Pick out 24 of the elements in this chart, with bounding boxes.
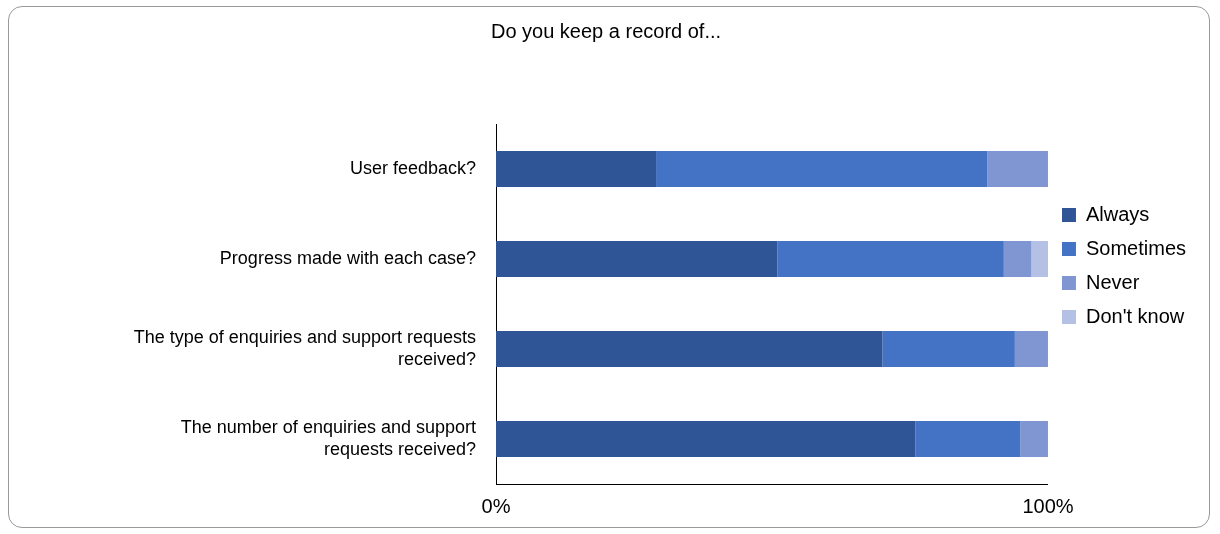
x-tick-label: 100% <box>1022 494 1074 517</box>
chart-title: Do you keep a record of... <box>490 19 722 42</box>
bar <box>496 331 883 367</box>
bar <box>1014 331 1048 367</box>
bar <box>1020 421 1048 457</box>
bar <box>1031 241 1048 277</box>
bar <box>1003 241 1032 277</box>
y-tick-label: The type of enquiries and support requests received? <box>133 327 476 369</box>
bar <box>987 151 1048 187</box>
y-tick-label: Progress made with each case? <box>219 247 476 268</box>
y-tick-label: The number of enquiries and support requests received? <box>180 417 476 459</box>
legend-label: Sometimes <box>1085 236 1186 259</box>
bar <box>496 421 916 457</box>
bar <box>777 241 1004 277</box>
legend-label: Always <box>1085 202 1150 225</box>
bar <box>496 151 657 187</box>
bar <box>882 331 1015 367</box>
bar <box>915 421 1021 457</box>
y-tick-label: User feedback? <box>349 157 476 178</box>
x-tick-label: 0% <box>481 494 511 517</box>
bar <box>656 151 988 187</box>
bar <box>496 241 778 277</box>
legend-label: Don't know <box>1085 304 1185 327</box>
legend-label: Never <box>1085 270 1140 293</box>
